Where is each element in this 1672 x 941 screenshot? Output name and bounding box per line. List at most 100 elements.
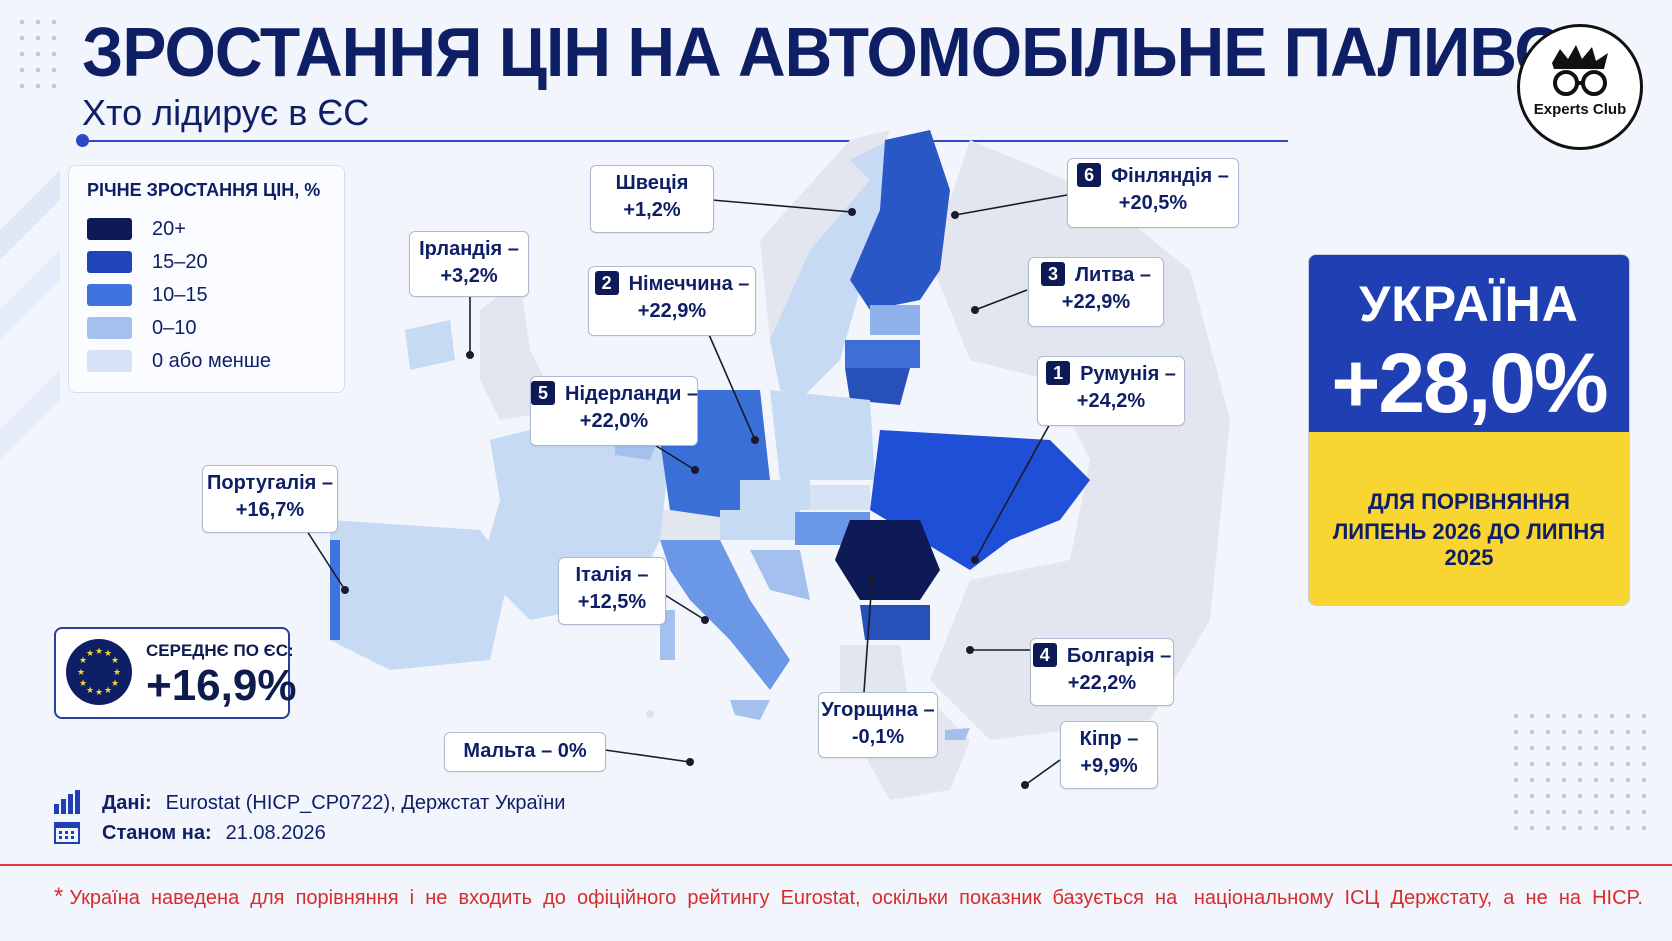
decor-chevrons bbox=[0, 170, 60, 460]
callout-name: Португалія – bbox=[206, 472, 334, 494]
callout-name: Ірландія – bbox=[419, 238, 519, 260]
rank-badge: 6 bbox=[1077, 163, 1102, 187]
callout-value: +20,5% bbox=[1118, 192, 1188, 214]
callout-name: Німеччина – bbox=[628, 273, 750, 295]
callout-value: +22,2% bbox=[1067, 672, 1137, 694]
map-slovakia bbox=[810, 485, 870, 510]
rank-badge: 5 bbox=[531, 381, 555, 405]
legend-item-10-15: 10–15 bbox=[87, 282, 208, 308]
ukraine-flag-yellow bbox=[1309, 432, 1629, 605]
title-divider-dot bbox=[76, 134, 89, 147]
map-malta bbox=[646, 710, 654, 718]
source-data-row: Дані: Eurostat (HICP_CP0722), Держстат Ук… bbox=[102, 792, 565, 815]
svg-text:★: ★ bbox=[86, 685, 94, 695]
decor-dots-bottom-right bbox=[1508, 708, 1658, 838]
ukraine-label: УКРАЇНА bbox=[1359, 276, 1579, 332]
legend-swatch bbox=[87, 317, 132, 339]
eu-average-box: ★ ★ ★ ★ ★ ★ ★ ★ ★ ★ ★ ★ СЕРЕДНЄ ПО ЄС: +16,9% bbox=[54, 627, 296, 719]
svg-text:★: ★ bbox=[111, 655, 119, 665]
svg-text:★: ★ bbox=[79, 678, 87, 688]
callout-name: Кіпр – bbox=[1079, 728, 1139, 750]
logo-text: Experts Club bbox=[1533, 101, 1627, 118]
legend-label: 20+ bbox=[152, 217, 186, 240]
legend: РІЧНЕ ЗРОСТАННЯ ЦІН, % 20+ 15–20 10–15 0… bbox=[68, 165, 345, 393]
legend-swatch bbox=[87, 284, 132, 306]
callout-value: +3,2% bbox=[440, 265, 498, 287]
legend-label: 10–15 bbox=[152, 283, 208, 306]
footnote-divider bbox=[0, 864, 1672, 866]
callout-name: Мальта – 0% bbox=[463, 740, 587, 762]
map-sicily bbox=[730, 700, 770, 720]
legend-swatch bbox=[87, 251, 132, 273]
rank-badge: 3 bbox=[1041, 262, 1066, 286]
title-divider bbox=[82, 140, 1288, 142]
svg-text:★: ★ bbox=[77, 667, 85, 677]
legend-item-0-10: 0–10 bbox=[87, 315, 197, 341]
calendar-icon bbox=[54, 822, 80, 844]
source-data-label: Дані: bbox=[102, 792, 152, 814]
source-date-label: Станом на: bbox=[102, 822, 212, 844]
decor-dots-top-left bbox=[14, 14, 62, 94]
callout-sweden: Швеція +1,2% bbox=[590, 165, 714, 233]
eu-flag-icon: ★ ★ ★ ★ ★ ★ ★ ★ ★ ★ ★ ★ bbox=[66, 639, 132, 705]
callout-netherlands: 5 Нідерланди – +22,0% bbox=[530, 376, 698, 446]
map-portugal bbox=[330, 540, 340, 640]
callout-ireland: Ірландія – +3,2% bbox=[409, 231, 529, 297]
rank-badge: 2 bbox=[594, 271, 619, 295]
callout-value: +16,7% bbox=[235, 499, 305, 521]
svg-text:★: ★ bbox=[79, 655, 87, 665]
map-romania bbox=[835, 520, 940, 600]
legend-item-0-or-less: 0 або менше bbox=[87, 348, 271, 374]
map-poland bbox=[770, 390, 875, 480]
source-data-value: Eurostat (HICP_CP0722), Держстат України bbox=[165, 792, 566, 814]
map-switzerland bbox=[660, 510, 720, 540]
callout-lithuania: 3 Литва – +22,9% bbox=[1028, 257, 1164, 327]
map-lithuania bbox=[845, 368, 910, 405]
svg-text:★: ★ bbox=[113, 667, 121, 677]
ukraine-note-line1: ДЛЯ ПОРІВНЯННЯ bbox=[1368, 489, 1570, 514]
callout-italy: Італія – +12,5% bbox=[558, 557, 666, 625]
footnote: * Україна наведена для порівняння і не вх… bbox=[54, 883, 1643, 911]
map-ireland bbox=[405, 320, 455, 370]
svg-text:★: ★ bbox=[111, 678, 119, 688]
callout-malta: Мальта – 0% bbox=[444, 732, 606, 772]
callout-name: Швеція bbox=[615, 172, 689, 194]
source-date-row: Станом на: 21.08.2026 bbox=[102, 822, 326, 845]
ukraine-flag-blue bbox=[1309, 255, 1629, 432]
callout-name: Болгарія – bbox=[1066, 645, 1172, 667]
legend-swatch bbox=[87, 218, 132, 240]
legend-swatch bbox=[87, 350, 132, 372]
map-czechia bbox=[740, 480, 810, 510]
legend-label: 0 або менше bbox=[152, 349, 272, 372]
legend-label: 15–20 bbox=[152, 250, 208, 273]
ukraine-value: +28,0% bbox=[1331, 336, 1608, 430]
svg-text:★: ★ bbox=[95, 646, 103, 656]
svg-text:★: ★ bbox=[104, 648, 112, 658]
legend-item-20plus: 20+ bbox=[87, 216, 186, 242]
map-spain bbox=[330, 520, 510, 670]
source-date-value: 21.08.2026 bbox=[225, 822, 326, 844]
page-subtitle: Хто лідирує в ЄС bbox=[82, 92, 370, 133]
callout-name: Нідерланди – bbox=[565, 383, 699, 405]
experts-club-logo: Experts Club bbox=[1517, 24, 1643, 150]
callout-name: Італія – bbox=[575, 564, 649, 586]
eu-average-value: +16,9% bbox=[146, 661, 297, 710]
rank-badge: 1 bbox=[1046, 361, 1071, 385]
map-croatia bbox=[750, 550, 810, 600]
callout-cyprus: Кіпр – +9,9% bbox=[1060, 721, 1158, 789]
callout-name: Литва – bbox=[1075, 264, 1151, 286]
callout-finland: 6 Фінляндія – +20,5% bbox=[1067, 158, 1239, 228]
map-austria bbox=[720, 510, 800, 540]
page-title: ЗРОСТАННЯ ЦІН НА АВТОМОБІЛЬНЕ ПАЛИВО bbox=[82, 13, 1566, 91]
map-latvia bbox=[845, 340, 920, 368]
rank-badge: 4 bbox=[1032, 643, 1057, 667]
footnote-star: * bbox=[54, 883, 64, 910]
callout-value: +1,2% bbox=[623, 199, 681, 221]
map-estonia bbox=[870, 305, 920, 335]
callout-hungary: Угорщина – -0,1% bbox=[818, 692, 938, 758]
svg-text:★: ★ bbox=[95, 687, 103, 697]
map-finland bbox=[850, 130, 950, 310]
callout-bulgaria: 4 Болгарія – +22,2% bbox=[1030, 638, 1174, 706]
map-italy bbox=[660, 540, 790, 690]
callout-value: +9,9% bbox=[1080, 755, 1138, 777]
